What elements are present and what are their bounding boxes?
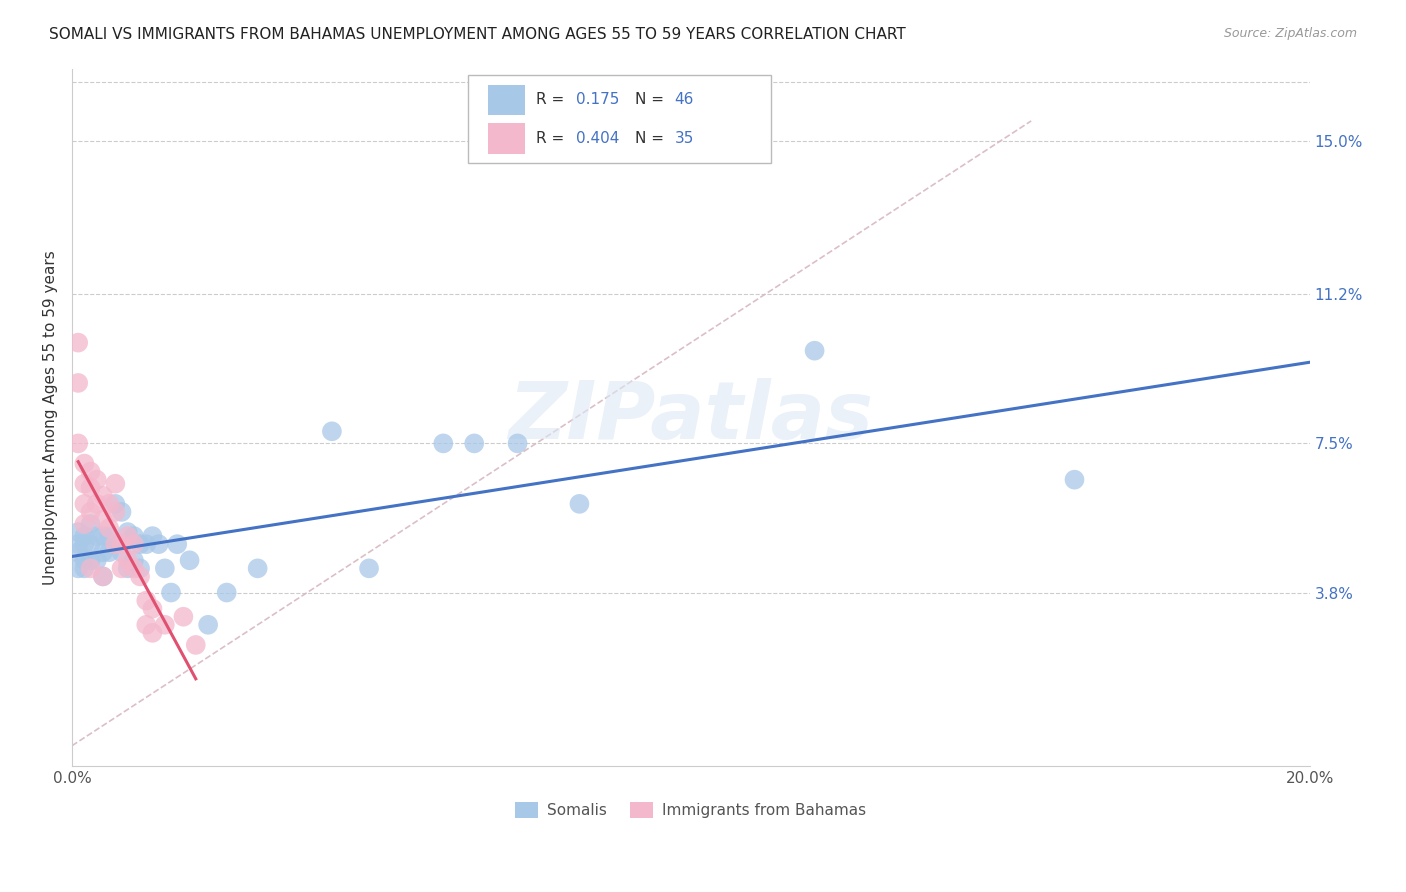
Point (197, 617, 219, 632)
Y-axis label: Unemployment Among Ages 55 to 59 years: Unemployment Among Ages 55 to 59 years (44, 250, 58, 584)
Point (104, 505, 127, 519)
Text: 0.404: 0.404 (575, 131, 619, 145)
Point (117, 561, 139, 575)
Point (104, 537, 127, 551)
Point (73, 529, 96, 543)
Point (129, 569, 152, 583)
Text: N =: N = (636, 93, 669, 107)
Point (86, 529, 108, 543)
Point (79, 481, 101, 495)
Point (67, 436, 90, 450)
Point (321, 425, 343, 439)
Text: R =: R = (536, 93, 569, 107)
Point (73, 476, 96, 491)
Point (91, 513, 114, 527)
Point (67, 335, 90, 350)
Point (67, 524, 90, 539)
Point (91, 489, 114, 503)
Point (110, 561, 132, 575)
Point (79, 516, 101, 531)
Point (357, 561, 380, 575)
Point (73, 457, 96, 471)
Point (215, 585, 238, 599)
Point (91, 569, 114, 583)
Point (91, 545, 114, 559)
Point (122, 537, 145, 551)
Point (129, 561, 152, 575)
Point (153, 561, 176, 575)
Point (86, 473, 108, 487)
Point (122, 561, 145, 575)
Point (506, 436, 529, 450)
Text: 0.175: 0.175 (575, 93, 619, 107)
Point (110, 537, 132, 551)
Point (246, 561, 269, 575)
Point (153, 617, 176, 632)
Point (141, 601, 163, 615)
Text: 35: 35 (675, 131, 695, 145)
Point (98, 521, 121, 535)
Point (135, 593, 157, 607)
Point (122, 529, 145, 543)
Point (110, 505, 132, 519)
FancyBboxPatch shape (488, 123, 524, 153)
Point (160, 585, 183, 599)
Text: 46: 46 (675, 93, 695, 107)
Point (79, 561, 101, 575)
Point (98, 497, 121, 511)
FancyBboxPatch shape (468, 76, 772, 162)
Point (463, 436, 485, 450)
Point (104, 537, 127, 551)
Point (79, 465, 101, 479)
Point (79, 505, 101, 519)
Point (1063, 473, 1085, 487)
Point (91, 569, 114, 583)
Text: N =: N = (636, 131, 669, 145)
Point (141, 529, 163, 543)
Text: R =: R = (536, 131, 569, 145)
Point (166, 537, 188, 551)
Point (67, 561, 90, 575)
Point (129, 537, 152, 551)
Point (179, 553, 201, 567)
FancyBboxPatch shape (488, 85, 524, 115)
Text: SOMALI VS IMMIGRANTS FROM BAHAMAS UNEMPLOYMENT AMONG AGES 55 TO 59 YEARS CORRELA: SOMALI VS IMMIGRANTS FROM BAHAMAS UNEMPL… (49, 27, 905, 42)
Point (117, 553, 139, 567)
Point (117, 524, 139, 539)
Point (141, 625, 163, 640)
Point (104, 476, 127, 491)
Point (117, 529, 139, 543)
Point (104, 497, 127, 511)
Point (122, 553, 145, 567)
Point (73, 497, 96, 511)
Point (135, 617, 157, 632)
Point (135, 537, 157, 551)
Text: Source: ZipAtlas.com: Source: ZipAtlas.com (1223, 27, 1357, 40)
Point (73, 561, 96, 575)
Point (172, 609, 194, 624)
Point (67, 545, 90, 559)
Point (79, 537, 101, 551)
Point (110, 545, 132, 559)
Point (73, 553, 96, 567)
Text: ZIPatlas: ZIPatlas (509, 378, 873, 456)
Point (86, 553, 108, 567)
Point (98, 529, 121, 543)
Legend: Somalis, Immigrants from Bahamas: Somalis, Immigrants from Bahamas (509, 797, 873, 824)
Point (432, 436, 454, 450)
Point (67, 537, 90, 551)
Point (98, 545, 121, 559)
Point (67, 376, 90, 390)
Point (79, 553, 101, 567)
Point (184, 638, 207, 652)
Point (91, 529, 114, 543)
Point (86, 497, 108, 511)
Point (568, 497, 591, 511)
Point (148, 537, 170, 551)
Point (73, 516, 96, 531)
Point (803, 343, 825, 358)
Point (73, 537, 96, 551)
